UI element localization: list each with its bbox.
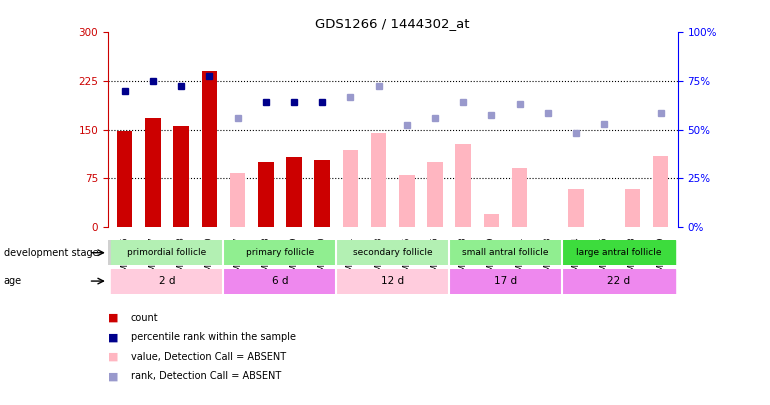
Text: 17 d: 17 d — [494, 276, 517, 286]
Bar — [512, 168, 527, 227]
Text: value, Detection Call = ABSENT: value, Detection Call = ABSENT — [131, 352, 286, 362]
Text: 2 d: 2 d — [159, 276, 176, 286]
Text: small antral follicle: small antral follicle — [462, 248, 549, 257]
Bar — [173, 126, 189, 227]
Bar — [562, 240, 675, 265]
Bar — [336, 269, 449, 294]
Bar — [343, 150, 358, 227]
Bar — [111, 269, 223, 294]
Bar — [229, 173, 246, 227]
Bar — [146, 118, 161, 227]
Text: large antral follicle: large antral follicle — [576, 248, 661, 257]
Bar — [653, 156, 668, 227]
Text: 6 d: 6 d — [272, 276, 288, 286]
Bar — [399, 175, 414, 227]
Bar — [568, 189, 584, 227]
Bar — [111, 240, 223, 265]
Bar — [449, 269, 562, 294]
Bar — [286, 158, 302, 227]
Bar — [624, 189, 640, 227]
Title: GDS1266 / 1444302_at: GDS1266 / 1444302_at — [316, 17, 470, 30]
Text: development stage: development stage — [4, 248, 99, 258]
Bar — [223, 240, 336, 265]
Bar — [117, 131, 132, 227]
Bar — [202, 71, 217, 227]
Bar — [371, 133, 387, 227]
Bar — [427, 162, 443, 227]
Text: primordial follicle: primordial follicle — [127, 248, 206, 257]
Bar — [456, 144, 471, 227]
Bar — [314, 160, 330, 227]
Text: percentile rank within the sample: percentile rank within the sample — [131, 333, 296, 342]
Bar — [562, 269, 675, 294]
Bar — [336, 240, 449, 265]
Text: 12 d: 12 d — [381, 276, 404, 286]
Bar — [258, 162, 273, 227]
Text: age: age — [4, 276, 22, 286]
Bar — [223, 269, 336, 294]
Text: ■: ■ — [108, 352, 119, 362]
Text: 22 d: 22 d — [607, 276, 630, 286]
Text: secondary follicle: secondary follicle — [353, 248, 433, 257]
Text: count: count — [131, 313, 159, 323]
Text: ■: ■ — [108, 333, 119, 342]
Bar — [449, 240, 562, 265]
Bar — [484, 214, 499, 227]
Text: ■: ■ — [108, 371, 119, 381]
Text: ■: ■ — [108, 313, 119, 323]
Text: rank, Detection Call = ABSENT: rank, Detection Call = ABSENT — [131, 371, 281, 381]
Text: primary follicle: primary follicle — [246, 248, 314, 257]
